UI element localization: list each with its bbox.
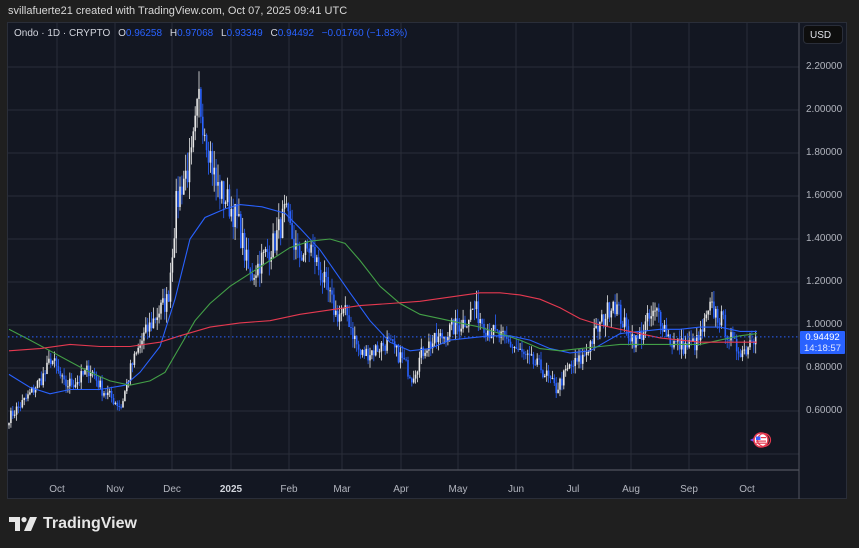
last-price-value: 0.94492 bbox=[805, 332, 840, 343]
symbol-name[interactable]: Ondo · 1D · CRYPTO bbox=[14, 28, 111, 39]
high-value: 0.97068 bbox=[177, 28, 214, 39]
last-price-tag: 0.94492 14:18:57 bbox=[800, 331, 845, 354]
price-tick-label: 1.00000 bbox=[806, 319, 843, 330]
price-tick-label: 1.20000 bbox=[806, 276, 843, 287]
price-tick-label: 0.80000 bbox=[806, 362, 843, 373]
grid bbox=[8, 23, 799, 470]
time-tick-label: Dec bbox=[163, 484, 181, 495]
low-label: L bbox=[221, 28, 227, 39]
low-value: 0.93349 bbox=[226, 28, 263, 39]
price-tick-label: 1.80000 bbox=[806, 147, 843, 158]
ma-mid-line bbox=[8, 238, 758, 386]
time-tick-label: Sep bbox=[680, 484, 698, 495]
close-label: C bbox=[270, 28, 278, 39]
ma-long-line bbox=[8, 292, 757, 352]
time-tick-label: Oct bbox=[739, 484, 755, 495]
price-tick-label: 2.00000 bbox=[806, 104, 843, 115]
symbol-legend: Ondo · 1D · CRYPTO O0.96258 H0.97068 L0.… bbox=[14, 28, 407, 39]
time-tick-label: Jul bbox=[566, 484, 580, 495]
chart-credit: svillafuerte21 created with TradingView.… bbox=[8, 5, 348, 17]
currency-button[interactable]: USD bbox=[803, 25, 843, 44]
price-tick-label: 1.40000 bbox=[806, 233, 843, 244]
time-tick-label: Jun bbox=[507, 484, 525, 495]
price-tick-label: 0.60000 bbox=[806, 405, 843, 416]
time-tick-label: Feb bbox=[280, 484, 298, 495]
time-tick-label: 2025 bbox=[219, 484, 243, 495]
time-tick-label: Oct bbox=[49, 484, 65, 495]
tradingview-logo[interactable]: TradingView bbox=[9, 515, 137, 533]
time-tick-label: Apr bbox=[393, 484, 409, 495]
time-tick-label: Aug bbox=[622, 484, 640, 495]
change-value: −0.01760 (−1.83%) bbox=[321, 28, 408, 39]
tradingview-logo-icon bbox=[9, 517, 37, 531]
time-tick-label: Nov bbox=[106, 484, 124, 495]
open-value: 0.96258 bbox=[125, 28, 163, 39]
open-label: O bbox=[118, 28, 126, 39]
price-tick-label: 1.60000 bbox=[806, 190, 843, 201]
ma-short-line bbox=[8, 204, 757, 395]
close-value: 0.94492 bbox=[277, 28, 314, 39]
us-flag-event-icon[interactable] bbox=[750, 432, 772, 448]
tradingview-wordmark: TradingView bbox=[43, 515, 137, 532]
time-tick-label: May bbox=[448, 484, 468, 495]
chart-frame[interactable] bbox=[7, 22, 847, 499]
bar-countdown: 14:18:57 bbox=[804, 343, 841, 354]
price-tick-label: 2.20000 bbox=[806, 61, 843, 72]
high-label: H bbox=[169, 28, 178, 39]
candles bbox=[8, 71, 757, 429]
time-tick-label: Mar bbox=[333, 484, 351, 495]
